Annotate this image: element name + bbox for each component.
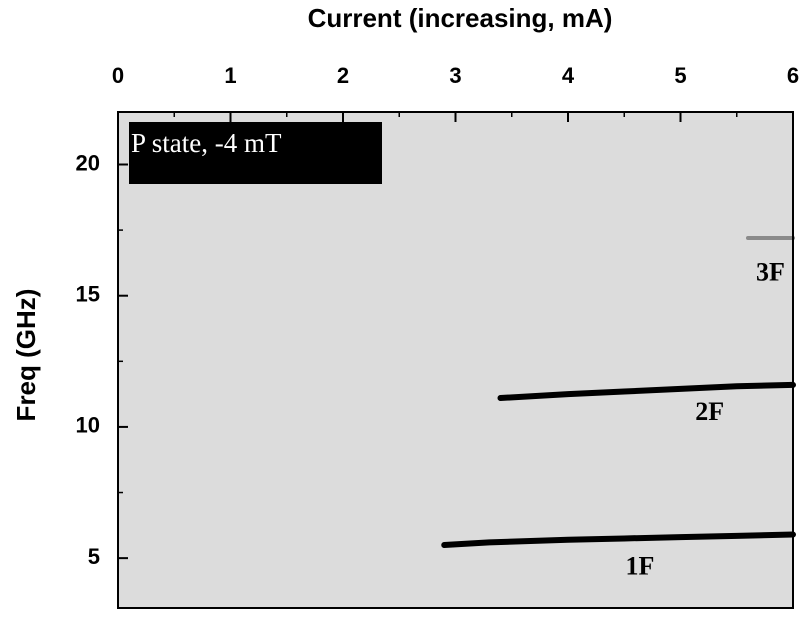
x-tick-label: 2 — [337, 63, 349, 88]
x-tick-label: 0 — [112, 63, 124, 88]
y-tick-label: 5 — [88, 544, 100, 569]
spectral-band — [497, 381, 796, 402]
y-axis-title: Freq (GHz) — [11, 289, 41, 422]
y-tick-label: 15 — [76, 282, 100, 307]
x-axis-title: Current (increasing, mA) — [308, 3, 613, 33]
y-tick-label: 20 — [76, 150, 100, 175]
spectral-band — [441, 531, 796, 549]
band-label: 1F — [626, 552, 655, 581]
plot-area — [118, 112, 793, 608]
x-tick-label: 6 — [787, 63, 799, 88]
inset-box — [129, 122, 382, 184]
inset-label: P state, -4 mT — [131, 128, 282, 158]
x-tick-label: 1 — [224, 63, 236, 88]
x-tick-label: 4 — [562, 63, 575, 88]
x-tick-label: 3 — [449, 63, 461, 88]
y-tick-label: 10 — [76, 413, 100, 438]
x-tick-label: 5 — [674, 63, 686, 88]
band-label: 3F — [756, 258, 785, 287]
band-label: 2F — [695, 397, 724, 426]
